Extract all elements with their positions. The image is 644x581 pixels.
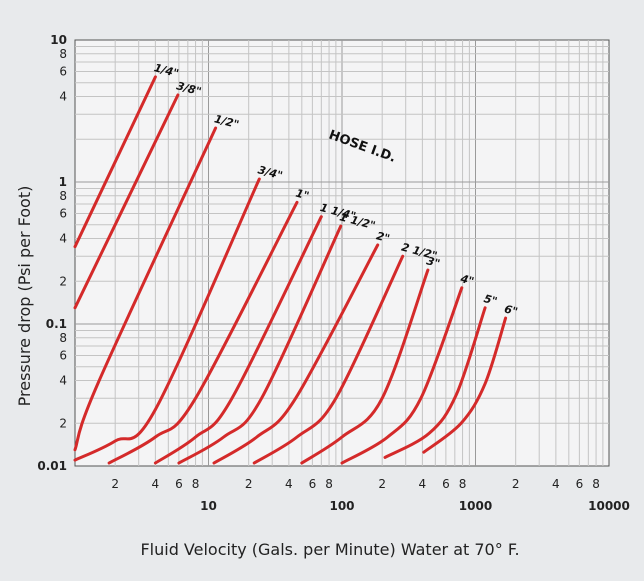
hose-curve xyxy=(73,177,261,462)
y-tick-label: 10 xyxy=(50,33,67,47)
x-tick-label: 1000 xyxy=(459,499,492,513)
x-tick-label: 6 xyxy=(576,477,584,491)
y-tick-label: 6 xyxy=(59,349,67,363)
hose-size-label: 6" xyxy=(503,302,519,318)
x-tick-label: 8 xyxy=(325,477,333,491)
x-tick-label: 6 xyxy=(309,477,317,491)
x-tick-label: 2 xyxy=(245,477,253,491)
y-tick-label: 4 xyxy=(59,374,67,388)
y-tick-label: 4 xyxy=(59,232,67,246)
hose-size-label: 3/4" xyxy=(256,163,284,182)
hose-curve xyxy=(177,224,343,465)
hose-size-label: 5" xyxy=(482,292,498,308)
y-tick-label: 1 xyxy=(59,175,67,189)
hose-size-label: 1/2" xyxy=(213,112,241,131)
hose-size-label: 4" xyxy=(458,272,475,288)
y-tick-label: 2 xyxy=(59,274,67,288)
y-tick-label: 2 xyxy=(59,416,67,430)
hose-curve xyxy=(107,200,299,465)
x-tick-label: 8 xyxy=(459,477,467,491)
y-tick-label: 6 xyxy=(59,65,67,79)
x-tick-label: 2 xyxy=(512,477,520,491)
x-tick-label: 10000 xyxy=(588,499,630,513)
y-tick-label: 4 xyxy=(59,90,67,104)
hose-curve xyxy=(73,93,180,310)
x-tick-label: 6 xyxy=(175,477,183,491)
x-tick-label: 10 xyxy=(200,499,217,513)
hose-size-label: 2" xyxy=(375,229,391,245)
hose-curve xyxy=(252,254,405,465)
x-tick-label: 4 xyxy=(152,477,160,491)
hose-size-label: 3" xyxy=(425,254,441,270)
x-tick-label: 2 xyxy=(378,477,386,491)
hose-size-label: 3/8" xyxy=(175,79,203,98)
hose-curve xyxy=(422,316,508,454)
x-axis-title: Fluid Velocity (Gals. per Minute) Water … xyxy=(140,540,519,559)
hose-curve xyxy=(340,286,464,465)
x-tick-label: 4 xyxy=(419,477,427,491)
y-tick-label: 0.1 xyxy=(46,317,67,331)
hose-size-label: 1/4" xyxy=(153,61,181,80)
x-tick-label: 4 xyxy=(552,477,560,491)
y-tick-label: 8 xyxy=(59,189,67,203)
y-tick-label: 8 xyxy=(59,47,67,61)
hose-curve xyxy=(73,126,218,452)
hose-size-label: 1" xyxy=(294,187,310,203)
hose-curve xyxy=(153,215,323,465)
hose-curve xyxy=(300,268,430,465)
x-tick-label: 6 xyxy=(442,477,450,491)
x-tick-label: 8 xyxy=(592,477,600,491)
y-tick-label: 8 xyxy=(59,331,67,345)
x-tick-label: 8 xyxy=(192,477,200,491)
x-tick-label: 4 xyxy=(285,477,293,491)
x-tick-label: 100 xyxy=(329,499,354,513)
y-tick-label: 6 xyxy=(59,207,67,221)
y-tick-label: 0.01 xyxy=(37,459,67,473)
curves xyxy=(73,75,508,465)
y-axis-title: Pressure drop (Psi per Foot) xyxy=(15,186,34,407)
x-tick-label: 2 xyxy=(111,477,119,491)
hose-curve xyxy=(383,306,487,459)
hose-curve xyxy=(73,75,157,249)
hose-curve xyxy=(212,243,380,465)
